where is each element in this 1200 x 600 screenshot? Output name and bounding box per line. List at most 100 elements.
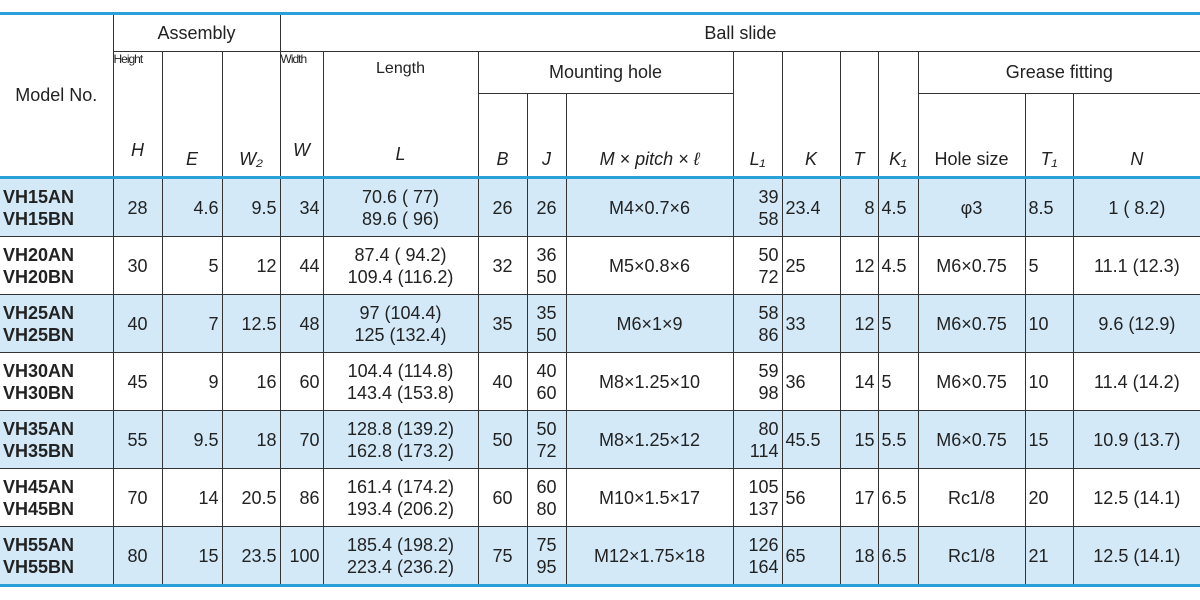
value-cell: 36 bbox=[781, 352, 841, 411]
value-cell: 40 bbox=[112, 294, 163, 353]
model-cell: VH35AN VH35BN bbox=[0, 410, 114, 469]
data-row: VH55AN VH55BN 80 15 23.5 100 185.4 (198.2) 223.… bbox=[0, 526, 1200, 587]
value-cell: 15 bbox=[1024, 410, 1074, 469]
value-cell: 1 ( 8.2) bbox=[1072, 176, 1200, 237]
spacer bbox=[114, 66, 161, 140]
value-cell: 4.5 bbox=[877, 236, 919, 295]
cell-line: VH55AN bbox=[3, 534, 75, 555]
value-cell: 80 bbox=[112, 526, 163, 587]
value-cell: M6×0.75 bbox=[917, 294, 1026, 353]
value-cell: 70.6 ( 77) 89.6 ( 96) bbox=[322, 176, 479, 237]
cell-line: 125 (132.4) bbox=[354, 324, 447, 345]
value-cell: 65 bbox=[781, 526, 841, 587]
model-cell: VH20AN VH20BN bbox=[0, 236, 114, 295]
symbol: E bbox=[185, 149, 198, 169]
cell-line: 161.4 (174.2) bbox=[346, 476, 455, 497]
value-cell: 5 bbox=[161, 236, 223, 295]
cell-line: 164 bbox=[748, 556, 779, 577]
cell-line: VH25AN bbox=[3, 302, 75, 323]
value-cell: 30 bbox=[112, 236, 163, 295]
value-cell: 16 bbox=[221, 352, 281, 411]
symbol: K₁ bbox=[889, 149, 907, 169]
value-cell: φ3 bbox=[917, 176, 1026, 237]
value-cell: 25 bbox=[781, 236, 841, 295]
value-cell: 20 bbox=[1024, 468, 1074, 527]
value-cell: 20.5 bbox=[221, 468, 281, 527]
value-cell: 8 bbox=[839, 176, 879, 237]
value-cell: 8.5 bbox=[1024, 176, 1074, 237]
value-cell: 128.8 (139.2) 162.8 (173.2) bbox=[322, 410, 479, 469]
symbol: L bbox=[395, 144, 406, 164]
cell-line: 60 bbox=[536, 476, 557, 497]
value-cell: 26 bbox=[477, 176, 528, 237]
value-cell: 6.5 bbox=[877, 526, 919, 587]
cell-line: 40 bbox=[536, 360, 557, 381]
symbol-header: L₁ bbox=[732, 51, 783, 178]
value-cell: 60 80 bbox=[526, 468, 567, 527]
value-cell: 32 bbox=[477, 236, 528, 295]
value-cell: M10×1.5×17 bbox=[565, 468, 734, 527]
cell-line: VH20AN bbox=[3, 244, 75, 265]
value-cell: 12 bbox=[221, 236, 281, 295]
value-cell: 36 50 bbox=[526, 236, 567, 295]
cell-line: VH55BN bbox=[3, 556, 75, 577]
cell-line: 105 bbox=[748, 476, 779, 497]
symbol-header: W₂ bbox=[221, 51, 281, 178]
cell-line: VH15BN bbox=[3, 208, 75, 229]
cell-line: 58 bbox=[758, 208, 779, 229]
symbol: K bbox=[804, 149, 817, 169]
symbol-header: T bbox=[839, 51, 879, 178]
value-cell: 40 bbox=[477, 352, 528, 411]
cell-line: 60 bbox=[536, 382, 557, 403]
cell-line: 50 bbox=[536, 324, 557, 345]
model-cell: VH30AN VH30BN bbox=[0, 352, 114, 411]
model-cell: VH15AN VH15BN bbox=[0, 176, 114, 237]
symbol: B bbox=[496, 149, 509, 169]
symbol: M × pitch × ℓ bbox=[599, 149, 700, 169]
value-cell: Rc1/8 bbox=[917, 468, 1026, 527]
model-cell: VH25AN VH25BN bbox=[0, 294, 114, 353]
symbol: N bbox=[1130, 149, 1144, 169]
cell-line: 50 bbox=[536, 418, 557, 439]
value-cell: 5 bbox=[1024, 236, 1074, 295]
cell-line: 126 bbox=[748, 534, 779, 555]
value-cell: 4.6 bbox=[161, 176, 223, 237]
value-cell: 60 bbox=[279, 352, 324, 411]
cell-line: 97 (104.4) bbox=[359, 302, 442, 323]
value-cell: 26 bbox=[526, 176, 567, 237]
value-cell: 15 bbox=[161, 526, 223, 587]
value-cell: 44 bbox=[279, 236, 324, 295]
cell-line: 143.4 (153.8) bbox=[346, 382, 455, 403]
value-cell: 40 60 bbox=[526, 352, 567, 411]
value-cell: 50 bbox=[477, 410, 528, 469]
model-cell: VH55AN VH55BN bbox=[0, 526, 114, 587]
value-cell: 161.4 (174.2) 193.4 (206.2) bbox=[322, 468, 479, 527]
cell-line: 104.4 (114.8) bbox=[347, 360, 454, 381]
symbol: Hole size bbox=[934, 149, 1009, 169]
cell-line: 50 bbox=[536, 266, 557, 287]
value-cell: 23.5 bbox=[221, 526, 281, 587]
symbol: W bbox=[293, 140, 310, 160]
value-cell: 50 72 bbox=[526, 410, 567, 469]
value-cell: 5 bbox=[877, 352, 919, 411]
value-cell: M6×0.75 bbox=[917, 410, 1026, 469]
symbol-header: J bbox=[526, 93, 567, 178]
cell-line: 59 bbox=[758, 360, 779, 381]
data-row: VH30AN VH30BN 45 9 16 60 104.4 (114.8) 143.4 (1… bbox=[0, 352, 1200, 411]
value-cell: 126 164 bbox=[732, 526, 783, 587]
value-cell: 18 bbox=[839, 526, 879, 587]
data-row: VH20AN VH20BN 30 5 12 44 87.4 ( 94.2) 109.4 (11… bbox=[0, 236, 1200, 295]
symbol-header: K₁ bbox=[877, 51, 919, 178]
value-cell: 9.5 bbox=[221, 176, 281, 237]
value-cell: 9.5 bbox=[161, 410, 223, 469]
cell-line: 26 bbox=[536, 197, 557, 218]
cell-line: 89.6 ( 96) bbox=[361, 208, 440, 229]
value-cell: 70 bbox=[279, 410, 324, 469]
cell-line: 193.4 (206.2) bbox=[346, 498, 455, 519]
value-cell: 9 bbox=[161, 352, 223, 411]
assembly-header: Assembly bbox=[112, 12, 281, 52]
value-cell: 58 86 bbox=[732, 294, 783, 353]
symbol-header: Hole size bbox=[917, 93, 1026, 178]
data-row: VH15AN VH15BN 28 4.6 9.5 34 70.6 ( 77) 89.6 ( 9… bbox=[0, 176, 1200, 237]
